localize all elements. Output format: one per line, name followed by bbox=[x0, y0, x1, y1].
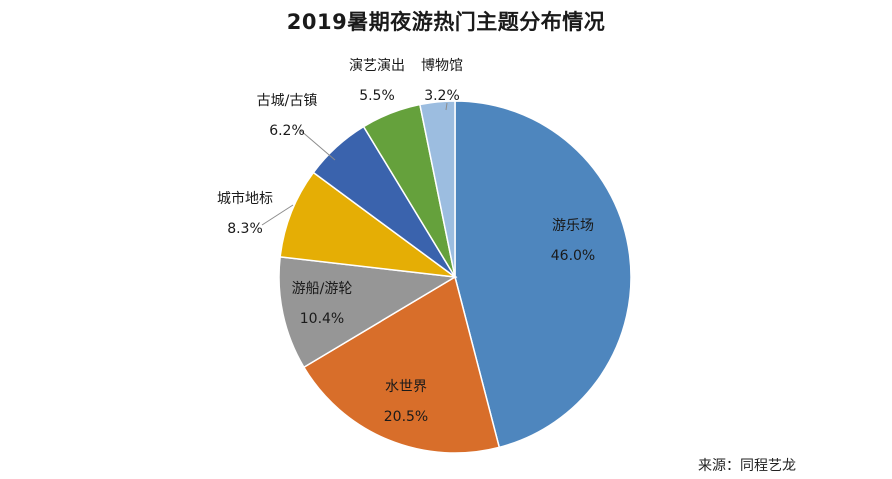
leader-lines bbox=[261, 102, 448, 226]
slice-percent-label: 8.3% bbox=[227, 221, 263, 237]
slice-category-label: 古城/古镇 bbox=[257, 93, 318, 109]
source-note: 来源：同程艺龙 bbox=[698, 458, 796, 474]
leader-line bbox=[445, 102, 448, 111]
slice-category-label: 城市地标 bbox=[217, 190, 273, 207]
slice-percent-label: 5.5% bbox=[359, 88, 395, 104]
slice-percent-label: 3.2% bbox=[424, 88, 460, 104]
pie-slices bbox=[278, 100, 632, 454]
pie-slice bbox=[279, 171, 458, 279]
slice-category-label: 水世界 bbox=[385, 379, 427, 395]
pie-slice bbox=[454, 100, 632, 449]
slice-labels: 游乐场 46.0% 水世界 20.5% 游船/游轮 10.4% 城市地标 8.3% 古城/古镇 6… bbox=[217, 57, 595, 425]
slice-percent-label: 10.4% bbox=[300, 311, 344, 327]
slice-percent-label: 20.5% bbox=[384, 409, 428, 425]
slice-category-label: 游乐场 bbox=[552, 218, 594, 234]
slice-category-label: 博物馆 bbox=[421, 57, 463, 74]
slice-category-label: 游船/游轮 bbox=[292, 281, 353, 297]
leader-line bbox=[261, 204, 294, 226]
pie-slice bbox=[419, 100, 456, 278]
slice-category-label: 演艺演出 bbox=[349, 58, 405, 74]
slice-percent-label: 46.0% bbox=[551, 248, 595, 264]
slice-percent-label: 6.2% bbox=[269, 123, 305, 139]
chart-title: 2019暑期夜游热门主题分布情况 bbox=[286, 10, 606, 34]
leader-line bbox=[299, 129, 336, 161]
pie-slice bbox=[278, 256, 458, 369]
pie-slice bbox=[302, 275, 501, 454]
